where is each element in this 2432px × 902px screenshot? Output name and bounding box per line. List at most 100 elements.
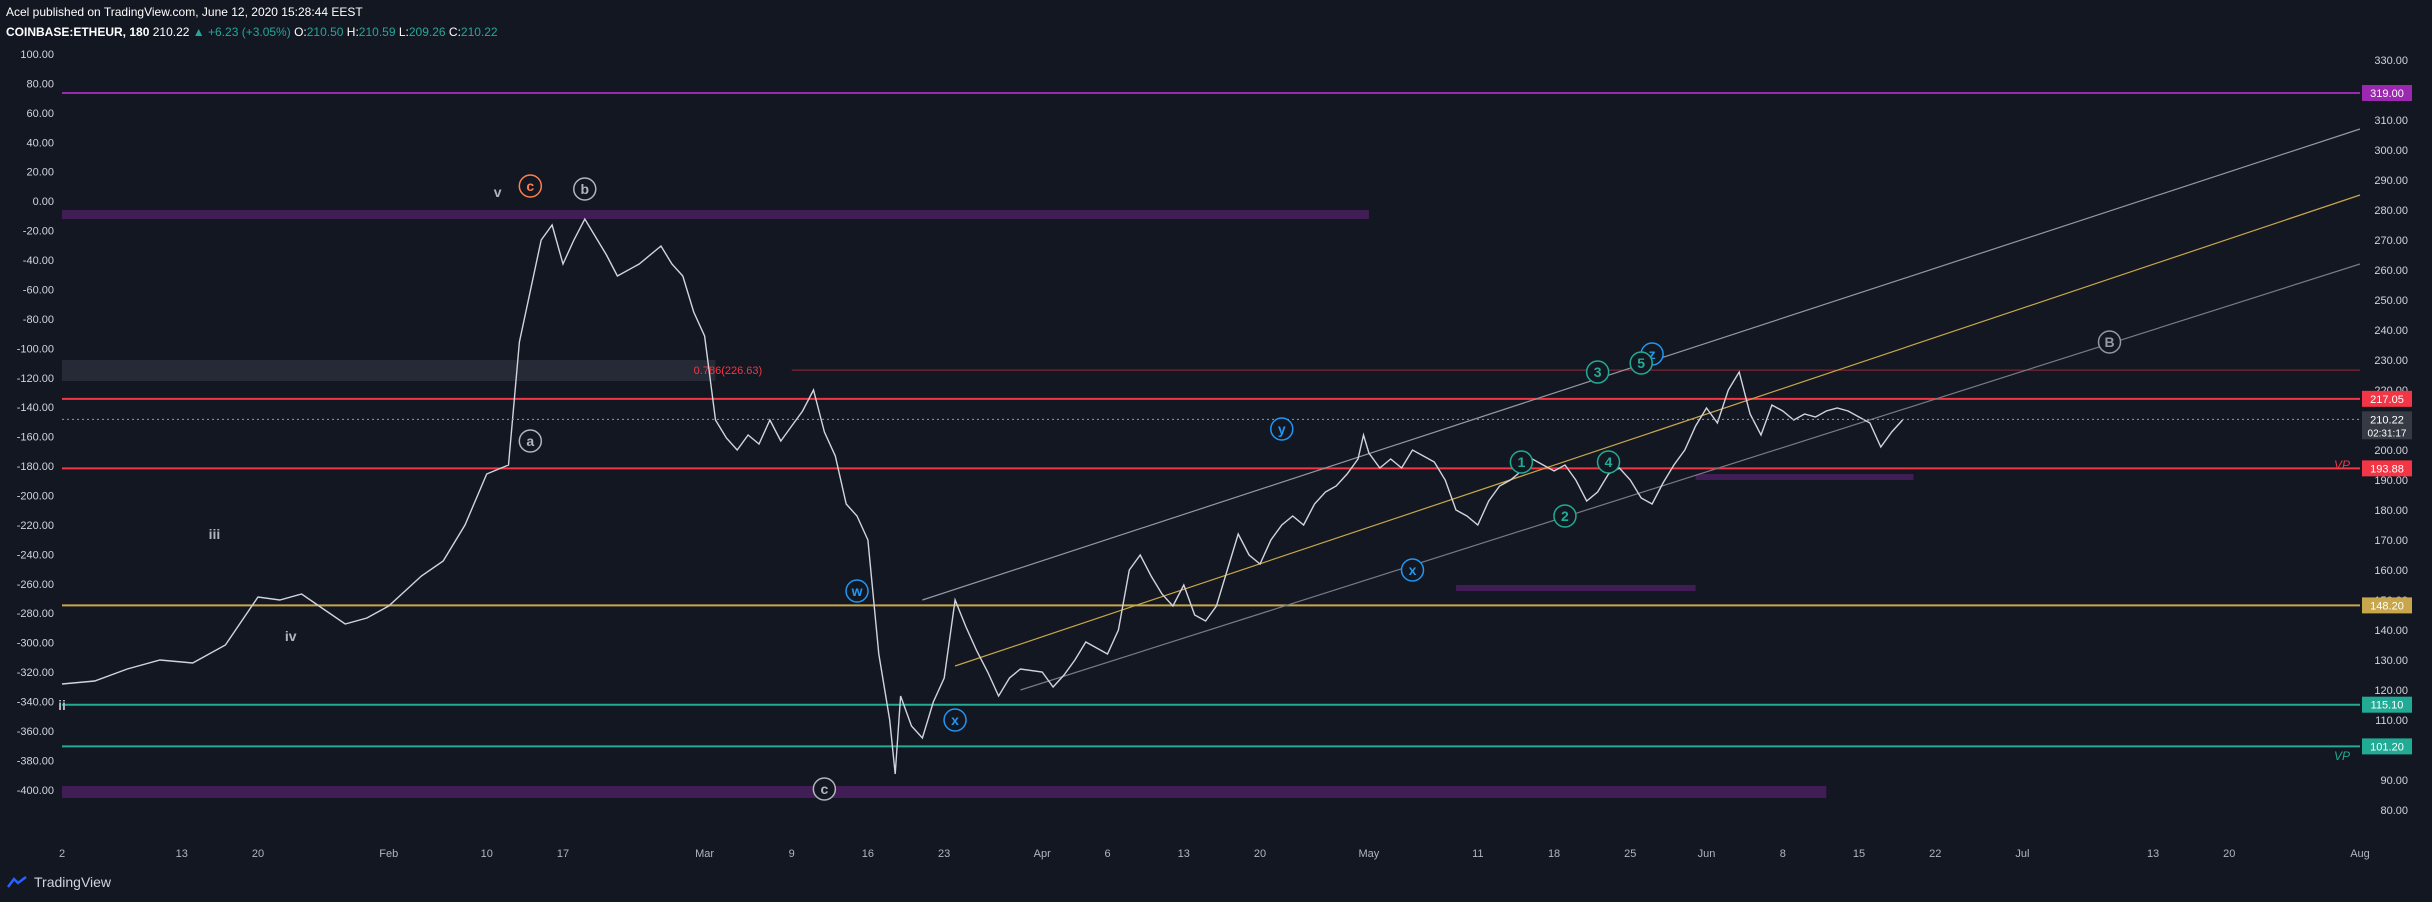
x-axis-tick-label: 11 [1472,848,1483,860]
wave-label-circle [1629,351,1653,375]
left-axis-tick-label: -360.00 [17,726,54,738]
left-axis-tick-label: -320.00 [17,667,54,679]
wave-label-circle [573,177,597,201]
wave-label-circle [1585,360,1610,384]
left-axis-tick-label: 80.00 [26,78,54,90]
last-price-badge-label: 210.22 [2370,414,2404,426]
wave-label: B [2104,334,2114,350]
wave-label-circle [1553,504,1577,528]
left-axis-tick-label: -240.00 [17,549,54,561]
left-axis-tick-label: -40.00 [23,255,54,267]
x-axis-tick-label: 25 [1624,848,1636,860]
wave-label: w [851,583,863,599]
x-axis-tick-label: 9 [789,848,795,860]
price-badge-label: 101.20 [2370,741,2404,753]
wave-label: b [580,181,589,197]
x-axis-tick-label: 20 [2223,848,2235,860]
right-axis-tick-label: 140.00 [2374,625,2408,637]
footer-brand[interactable]: TradingView [6,874,111,890]
right-axis-tick-label: 230.00 [2374,355,2408,367]
price-badge [2362,390,2412,407]
trend-channel-line [954,194,2361,667]
right-axis-tick-label: 180.00 [2374,505,2408,517]
left-axis-tick-label: -180.00 [17,461,54,473]
symbol-line: COINBASE:ETHEUR, 180 210.22 ▲ +6.23 (+3.… [6,22,498,42]
wave-label: 3 [1594,364,1602,380]
right-axis-tick-label: 130.00 [2374,655,2408,667]
right-axis-tick-label: 260.00 [2374,265,2408,277]
price-change: +6.23 (+3.05%) [208,25,291,39]
price-badge-label: 148.20 [2370,600,2404,612]
wave-label-circle [845,579,869,603]
wave-label: x [1409,562,1417,578]
wave-label: c [526,178,534,194]
right-axis-tick-label: 330.00 [2374,55,2408,67]
wave-label: a [526,433,534,449]
last-price: 210.22 [152,25,190,39]
left-axis-tick-label: -100.00 [17,343,54,355]
x-axis-tick-label: Feb [379,848,398,860]
wave-label-circle [1509,450,1534,474]
price-badge-label: 319.00 [2370,88,2404,100]
left-axis-tick-label: -380.00 [17,755,54,767]
high-value: 210.59 [358,25,396,39]
wave-label: iv [285,628,297,644]
open-value: 210.50 [306,25,344,39]
price-badge-label: 115.10 [2371,700,2404,712]
left-axis-tick-label: -300.00 [17,638,54,650]
symbol-name: COINBASE:ETHEUR, 180 [6,25,150,39]
price-badge [2362,85,2412,101]
right-axis-tick-label: 240.00 [2374,325,2408,337]
up-arrow-icon: ▲ [192,25,205,39]
low-label: L: [398,25,409,39]
left-axis-tick-label: -280.00 [17,608,54,620]
x-axis-tick-label: 10 [481,848,493,860]
left-axis-tick-label: 40.00 [26,137,54,149]
close-value: 210.22 [460,25,498,39]
right-axis-tick-label: 310.00 [2374,115,2408,127]
wave-label: y [1278,421,1286,437]
x-axis-tick-label: 23 [938,848,950,860]
price-badge [2362,738,2412,755]
volume-profile-label: VP [2334,458,2350,472]
x-axis-tick-label: 2 [59,848,65,860]
right-axis-tick-label: 200.00 [2374,445,2408,457]
price-badge-label: 193.88 [2370,463,2404,475]
left-axis-tick-label: -400.00 [17,785,54,797]
chart-header: Acel published on TradingView.com, June … [6,2,498,42]
wave-label-circle [518,174,543,198]
wave-label: iii [209,526,221,542]
x-axis-tick-label: 20 [1254,848,1266,860]
right-axis-tick-label: 280.00 [2374,205,2408,217]
zone-band [62,210,1369,219]
right-axis-tick-label: 190.00 [2374,475,2408,487]
close-label: C: [448,25,461,39]
volume-profile-label: VP [2334,749,2350,763]
brand-name: TradingView [34,874,112,890]
last-price-badge [2362,411,2412,440]
wave-label-circle [1270,417,1294,441]
x-axis-tick-label: Mar [695,848,714,860]
wave-label: ii [58,697,66,713]
left-axis-tick-label: -140.00 [17,402,54,414]
x-axis-tick-label: 22 [1929,848,1941,860]
x-axis-tick-label: 20 [252,848,264,860]
left-axis-tick-label: -160.00 [17,432,54,444]
left-axis-tick-label: -80.00 [23,314,54,326]
price-series-line [61,217,1904,775]
wave-label: 5 [1637,355,1645,371]
x-axis-tick-label: 13 [2147,848,2159,860]
left-axis-tick-label: 0.00 [33,196,54,208]
left-axis-tick-label: 20.00 [26,167,54,179]
left-axis-tick-label: -200.00 [17,491,54,503]
right-axis-tick-label: 120.00 [2374,685,2408,697]
right-axis-tick-label: 270.00 [2374,235,2408,247]
zone-band [1695,474,1914,480]
wave-label: x [951,712,959,728]
x-axis-tick-label: Jul [2015,848,2029,860]
left-axis-tick-label: -20.00 [23,226,54,238]
right-axis-tick-label: 110.00 [2375,715,2408,727]
right-axis-tick-label: 90.00 [2380,775,2408,787]
right-axis-tick-label: 170.00 [2374,535,2408,547]
